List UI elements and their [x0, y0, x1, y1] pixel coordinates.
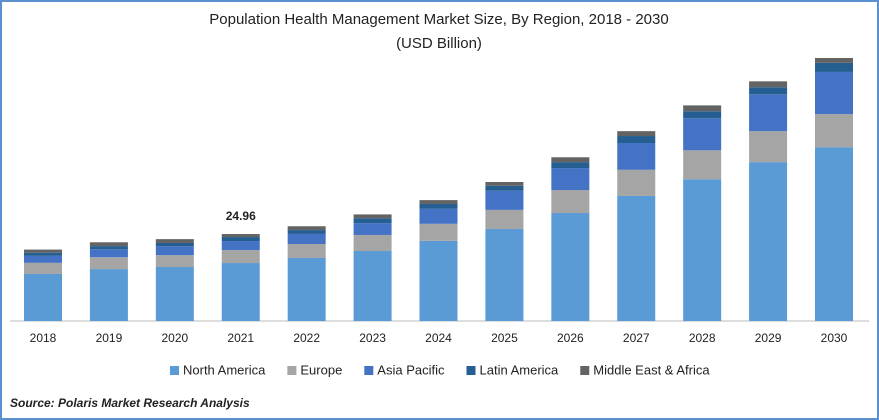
bar-segment — [485, 185, 524, 191]
bar-segment — [24, 252, 62, 256]
bar-segment — [683, 105, 722, 112]
bar-segment — [617, 131, 656, 137]
bar-segment — [815, 147, 853, 321]
bar-segment — [89, 249, 128, 258]
x-tick-label: 2025 — [491, 331, 518, 345]
x-tick-label: 2027 — [623, 331, 650, 345]
bar-segment — [353, 223, 392, 235]
x-tick-label: 2019 — [96, 331, 123, 345]
bar-segment — [749, 162, 788, 321]
bar-segment — [155, 255, 194, 268]
bar-segment — [749, 87, 788, 95]
bar-segment — [485, 229, 524, 321]
bar-segment — [89, 257, 128, 270]
bar-segment — [155, 242, 194, 247]
bar-segment — [24, 262, 62, 274]
legend-label: Asia Pacific — [377, 362, 445, 377]
bar-segment — [551, 213, 590, 321]
bar-segment — [551, 190, 590, 214]
bar-segment — [617, 195, 656, 321]
x-tick-label: 2029 — [755, 331, 782, 345]
x-tick-label: 2020 — [161, 331, 188, 345]
legend-swatch — [170, 366, 179, 375]
bar-segment — [287, 257, 326, 321]
legend-swatch — [580, 366, 590, 375]
legend-label: Latin America — [480, 362, 560, 377]
bar-segment — [815, 114, 853, 148]
bar-segment — [683, 111, 722, 119]
bar-segment — [353, 250, 392, 321]
bar-segment — [155, 246, 194, 256]
legend-label: Europe — [300, 362, 342, 377]
bar-segment — [749, 94, 788, 132]
bar-segment — [353, 218, 392, 224]
bar-segment — [89, 269, 128, 321]
bar-segment — [353, 214, 392, 219]
bar-segment — [287, 230, 326, 234]
bar-segment — [749, 81, 788, 88]
chart-title: Population Health Management Market Size… — [209, 11, 668, 28]
bar-segment — [24, 273, 62, 321]
x-tick-label: 2022 — [293, 331, 320, 345]
bar-segment — [551, 162, 590, 169]
bar-segment — [419, 208, 458, 224]
legend-label: Middle East & Africa — [593, 362, 710, 377]
bar-segment — [419, 203, 458, 209]
chart-subtitle: (USD Billion) — [396, 35, 482, 52]
bar-segment — [89, 246, 128, 250]
bar-segment — [419, 223, 458, 241]
legend-swatch — [466, 366, 476, 375]
bar-segment — [485, 190, 524, 210]
bar-segment — [485, 182, 524, 186]
bar-segment — [617, 142, 656, 170]
x-tick-label: 2026 — [557, 331, 584, 345]
bar-segment — [617, 169, 656, 196]
bar-segment — [221, 237, 260, 242]
bar-segment — [815, 71, 853, 115]
bar-segment — [815, 62, 853, 72]
bar-segment — [287, 233, 326, 245]
bar-segment — [419, 200, 458, 204]
bar-segment — [24, 249, 62, 253]
bar-segment — [551, 157, 590, 163]
x-tick-label: 2028 — [689, 331, 716, 345]
bar-segment — [155, 267, 194, 321]
legend-swatch — [364, 366, 374, 375]
bar-segment — [155, 239, 194, 243]
x-tick-label: 2030 — [821, 331, 848, 345]
bar-segment — [287, 244, 326, 258]
bar-segment — [221, 241, 260, 251]
bar-segment — [683, 179, 722, 321]
bar-segment — [221, 250, 260, 264]
data-label: 24.96 — [226, 209, 256, 223]
x-tick-label: 2023 — [359, 331, 386, 345]
bar-segment — [419, 240, 458, 321]
x-tick-label: 2018 — [30, 331, 57, 345]
bar-segment — [749, 131, 788, 163]
bar-segment — [89, 242, 128, 247]
bar-segment — [683, 150, 722, 180]
bar-segment — [221, 234, 260, 238]
bar-segment — [353, 234, 392, 251]
bar-segment — [287, 226, 326, 231]
bar-segment — [617, 136, 656, 143]
bar-segment — [24, 255, 62, 263]
legend-label: North America — [183, 362, 266, 377]
bar-segment — [815, 58, 853, 63]
bar-segment — [485, 209, 524, 230]
x-tick-label: 2024 — [425, 331, 452, 345]
bar-segment — [551, 168, 590, 191]
legend-swatch — [287, 366, 297, 375]
bar-segment — [683, 118, 722, 151]
x-tick-label: 2021 — [227, 331, 254, 345]
source: Source: Polaris Market Research Analysis — [10, 396, 250, 410]
bar-segment — [221, 263, 260, 321]
